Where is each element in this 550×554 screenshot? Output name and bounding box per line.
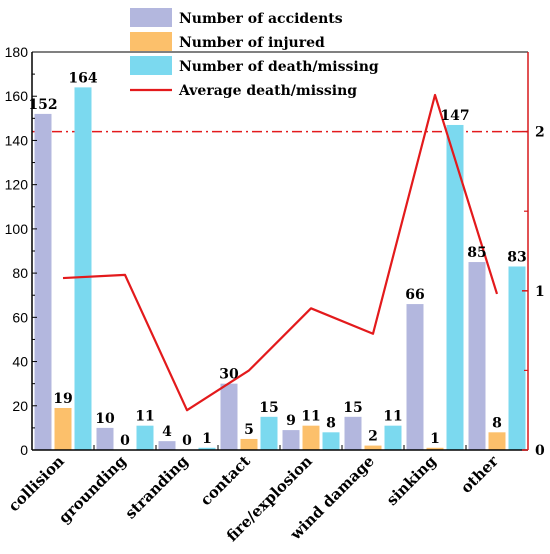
y-tick-label-120: 120 [5, 177, 29, 193]
line-average-death-missing [62, 93, 499, 412]
bar-number-of-injured-wind-damage [364, 445, 382, 450]
data-label-number-of-death-missing-wind-damage: 11 [383, 409, 402, 425]
legend-swatch-number-of-injured [130, 32, 172, 51]
data-label-number-of-accidents-sinking: 66 [405, 287, 424, 303]
bar-number-of-accidents-other [468, 262, 486, 450]
y-tick-label-20: 20 [12, 398, 28, 414]
bar-number-of-death-missing-fire-explosion [322, 432, 340, 450]
y-tick-label-140: 140 [5, 132, 29, 148]
data-label-number-of-injured-stranding: 0 [182, 433, 192, 449]
data-label-number-of-accidents-contact: 30 [219, 367, 239, 383]
y2-tick-label-1: 1 [535, 284, 545, 300]
bar-number-of-death-missing-sinking [446, 124, 464, 450]
data-label-number-of-death-missing-contact: 15 [259, 400, 278, 416]
x-tick-label-sinking: sinking [383, 452, 440, 509]
bar-number-of-death-missing-collision [74, 87, 92, 450]
data-label-number-of-death-missing-other: 83 [507, 249, 526, 265]
bar-number-of-accidents-collision [34, 113, 52, 451]
y-tick-label-60: 60 [12, 309, 28, 325]
bar-number-of-accidents-fire-explosion [282, 430, 300, 450]
y-tick-label-160: 160 [5, 88, 29, 104]
legend-label-number-of-injured: Number of injured [179, 35, 325, 51]
data-label-number-of-death-missing-fire-explosion: 8 [326, 415, 336, 431]
y-tick-label-100: 100 [5, 221, 29, 237]
bar-number-of-injured-collision [54, 407, 72, 450]
bar-number-of-accidents-wind-damage [344, 416, 362, 450]
data-label-number-of-injured-other: 8 [492, 415, 502, 431]
data-label-number-of-accidents-collision: 152 [28, 97, 57, 113]
y-tick-label-180: 180 [5, 44, 29, 60]
data-label-number-of-accidents-fire-explosion: 9 [286, 413, 296, 429]
bar-number-of-death-missing-stranding [198, 447, 216, 450]
bar-number-of-injured-other [488, 432, 506, 450]
data-label-number-of-accidents-stranding: 4 [162, 424, 172, 440]
legend-label-average-death-missing: Average death/missing [178, 83, 357, 99]
x-tick-label-grounding: grounding [55, 452, 130, 527]
data-label-number-of-injured-sinking: 1 [430, 431, 440, 447]
data-label-number-of-death-missing-grounding: 11 [135, 409, 154, 425]
data-label-number-of-accidents-other: 85 [467, 245, 486, 261]
legend: Number of accidents Number of injured Numb… [130, 8, 379, 99]
y2-tick-label-2: 2 [535, 125, 545, 141]
data-label-number-of-death-missing-collision: 164 [68, 70, 97, 86]
x-tick-label-collision: collision [5, 452, 68, 515]
data-label-number-of-accidents-wind-damage: 15 [343, 400, 362, 416]
x-tick-label-stranding: stranding [121, 452, 192, 523]
data-label-number-of-injured-fire-explosion: 11 [301, 409, 320, 425]
legend-swatch-number-of-death-missing [130, 56, 172, 75]
bar-number-of-death-missing-grounding [136, 425, 154, 450]
x-tick-label-contact: contact [197, 452, 254, 509]
data-label-number-of-injured-contact: 5 [244, 422, 254, 438]
legend-label-number-of-accidents: Number of accidents [179, 11, 343, 27]
bar-number-of-injured-sinking [426, 447, 444, 450]
bars-layer [34, 87, 526, 451]
line-series-layer [62, 93, 499, 412]
y2-tick-label-0: 0 [535, 443, 545, 459]
bar-number-of-accidents-grounding [96, 427, 114, 450]
y-tick-label-40: 40 [12, 354, 28, 370]
data-label-number-of-injured-collision: 19 [53, 391, 72, 407]
legend-label-number-of-death-missing: Number of death/missing [179, 59, 379, 75]
bar-number-of-death-missing-contact [260, 416, 278, 450]
data-label-number-of-death-missing-sinking: 147 [440, 108, 469, 124]
bar-number-of-accidents-sinking [406, 304, 424, 450]
data-label-number-of-accidents-grounding: 10 [95, 411, 115, 427]
data-label-number-of-injured-grounding: 0 [120, 433, 130, 449]
legend-swatch-number-of-accidents [130, 8, 172, 27]
y-tick-label-80: 80 [12, 265, 28, 281]
data-label-number-of-injured-wind-damage: 2 [368, 429, 378, 445]
x-tick-label-other: other [457, 451, 503, 497]
bar-number-of-injured-fire-explosion [302, 425, 320, 450]
bar-number-of-death-missing-other [508, 266, 526, 450]
bar-number-of-accidents-stranding [158, 441, 176, 450]
bar-number-of-death-missing-wind-damage [384, 425, 402, 450]
bar-number-of-injured-contact [240, 438, 258, 450]
y-tick-label-0: 0 [20, 442, 28, 458]
data-label-number-of-death-missing-stranding: 1 [202, 431, 212, 447]
bar-number-of-accidents-contact [220, 383, 238, 450]
